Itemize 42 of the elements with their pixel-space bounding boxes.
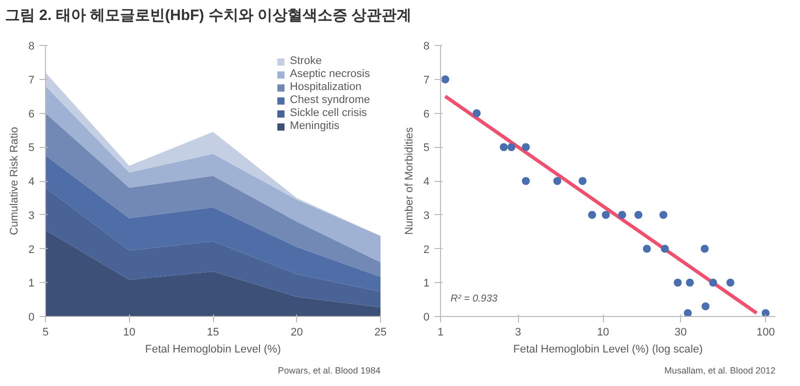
x-tick-label: 10 (596, 326, 610, 338)
y-axis-title: Number of Morbidities (403, 126, 416, 235)
y-tick-label: 5 (423, 142, 430, 154)
y-tick-label: 7 (28, 74, 35, 86)
y-tick-label: 6 (28, 108, 35, 120)
y-tick-label: 1 (28, 278, 35, 290)
y-tick-label: 6 (423, 108, 430, 120)
y-tick-label: 4 (423, 176, 430, 188)
y-tick-label: 4 (28, 176, 35, 188)
x-tick-label: 5 (42, 326, 49, 338)
x-tick-label: 10 (123, 326, 136, 338)
y-tick-label: 1 (423, 278, 430, 290)
y-axis-title: Cumulative Risk Ratio (8, 126, 20, 236)
legend-label: Aseptic necrosis (290, 68, 370, 80)
chart-title: 그림 2. 태아 헤모글로빈(HbF) 수치와 이상혈색소증 상관관계 (5, 6, 412, 26)
legend-label: Chest syndrome (290, 94, 370, 106)
legend-label: Sickle cell crisis (290, 107, 367, 119)
y-tick-label: 8 (423, 40, 430, 52)
x-tick-label: 1 (437, 326, 444, 338)
y-tick-label: 0 (28, 312, 35, 324)
legend-label: Meningitis (290, 120, 340, 132)
legend-label: Hospitalization (290, 81, 362, 93)
y-tick-label: 2 (28, 244, 35, 256)
x-tick-label: 3 (515, 326, 522, 338)
y-tick-label: 7 (423, 74, 430, 86)
y-tick-label: 0 (423, 312, 430, 324)
text: Powars, et al. Blood 1984 (278, 366, 381, 376)
y-tick-label: 3 (423, 210, 430, 222)
x-tick-label: 30 (674, 326, 687, 338)
legend-label: Stroke (290, 55, 322, 67)
x-tick-label: 15 (206, 326, 220, 338)
annotation: R² = 0.933 (450, 294, 498, 304)
x-tick-label: 100 (756, 326, 775, 338)
y-tick-label: 2 (423, 244, 430, 256)
y-tick-label: 3 (28, 210, 35, 222)
x-tick-label: 25 (374, 326, 387, 338)
x-axis-title: Fetal Hemoglobin Level (%) (log scale) (513, 344, 703, 356)
text: Musallam, et al. Blood 2012 (664, 366, 776, 376)
x-axis-title: Fetal Hemoglobin Level (%) (145, 344, 281, 356)
x-tick-label: 20 (290, 326, 303, 338)
y-tick-label: 8 (28, 40, 35, 52)
y-tick-label: 5 (28, 142, 35, 154)
